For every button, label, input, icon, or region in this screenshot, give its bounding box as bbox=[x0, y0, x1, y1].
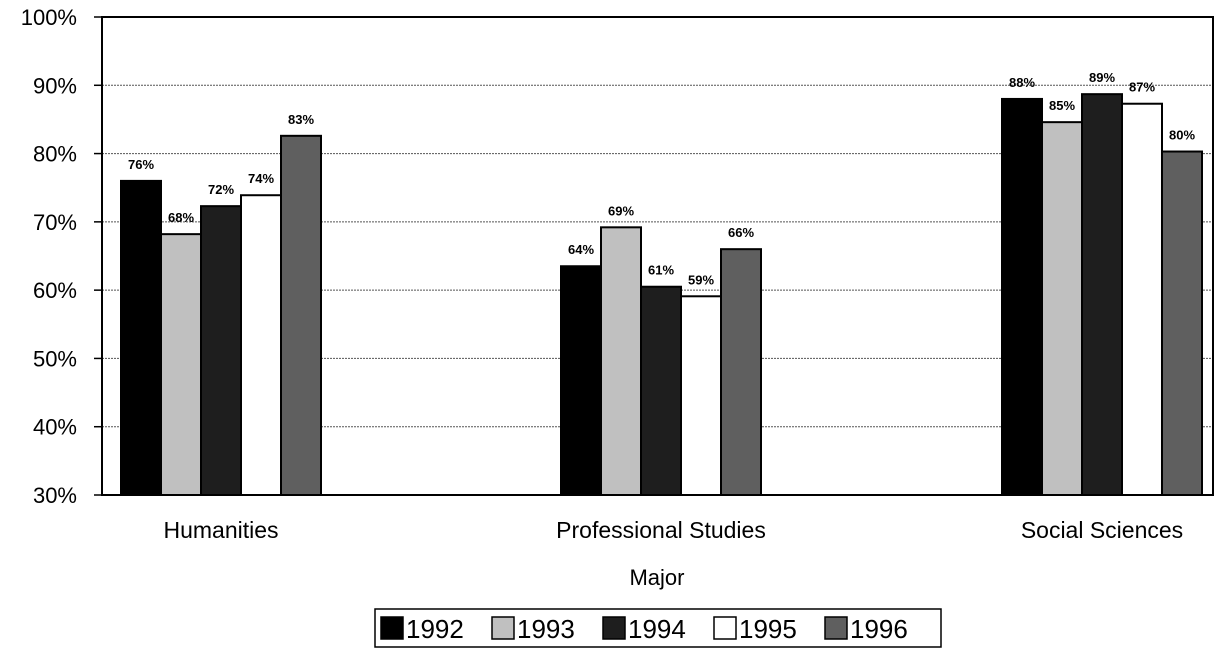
data-label: 61% bbox=[648, 263, 674, 278]
category-label: Professional Studies bbox=[556, 517, 766, 543]
bars bbox=[120, 93, 1203, 497]
bar-1992-professional-studies bbox=[560, 265, 602, 496]
data-label: 76% bbox=[128, 157, 154, 172]
y-tick-label: 60% bbox=[33, 278, 77, 303]
bar-1992-social-sciences bbox=[1001, 97, 1043, 496]
legend: 1992 1993 1994 1995 1996 bbox=[374, 608, 942, 648]
legend-label-1993: 1993 bbox=[517, 614, 575, 644]
y-tick-label: 80% bbox=[33, 142, 77, 167]
y-axis-ticks: 30% 40% 50% 60% 70% 80% 90% 100% bbox=[21, 5, 102, 508]
legend-label-1995: 1995 bbox=[739, 614, 797, 644]
bar-1996-social-sciences bbox=[1161, 150, 1203, 496]
bar-1993-humanities bbox=[160, 233, 202, 497]
legend-swatch-1992 bbox=[380, 616, 404, 640]
y-tick-label: 50% bbox=[33, 346, 77, 371]
bar-1996-professional-studies bbox=[720, 248, 762, 496]
legend-swatch-1995 bbox=[713, 616, 737, 640]
data-label: 83% bbox=[288, 112, 314, 127]
legend-label-1994: 1994 bbox=[628, 614, 686, 644]
bar-1994-professional-studies bbox=[640, 285, 682, 496]
category-label: Social Sciences bbox=[1021, 517, 1183, 543]
data-label: 74% bbox=[248, 171, 274, 186]
bar-1996-humanities bbox=[280, 134, 322, 496]
data-label: 59% bbox=[688, 272, 714, 287]
category-label: Humanities bbox=[163, 517, 278, 543]
data-label: 69% bbox=[608, 203, 634, 218]
x-axis-title: Major bbox=[629, 565, 684, 590]
bar-1995-social-sciences bbox=[1121, 102, 1163, 496]
data-label: 64% bbox=[568, 242, 594, 257]
y-tick-label: 90% bbox=[33, 73, 77, 98]
data-label: 68% bbox=[168, 210, 194, 225]
legend-swatch-1994 bbox=[602, 616, 626, 640]
data-label: 88% bbox=[1009, 75, 1035, 90]
y-tick-label: 100% bbox=[21, 5, 77, 30]
bar-1993-social-sciences bbox=[1041, 121, 1083, 496]
legend-label-1996: 1996 bbox=[850, 614, 908, 644]
bar-1992-humanities bbox=[120, 179, 162, 496]
data-label: 85% bbox=[1049, 98, 1075, 113]
data-labels: 76% 64% 88% 68% 69% 85% 72% 61% 89% 74% 59% 87% 83% 6… bbox=[128, 70, 1195, 287]
y-tick-label: 70% bbox=[33, 210, 77, 235]
y-tick-label: 30% bbox=[33, 483, 77, 508]
bar-1995-humanities bbox=[240, 194, 282, 496]
y-tick-label: 40% bbox=[33, 415, 77, 440]
bar-1994-humanities bbox=[200, 205, 242, 496]
category-labels: Humanities Professional Studies Social Sci… bbox=[163, 517, 1183, 543]
legend-swatch-1996 bbox=[824, 616, 848, 640]
data-label: 89% bbox=[1089, 70, 1115, 85]
bar-1993-professional-studies bbox=[600, 226, 642, 496]
plot-area-border bbox=[101, 16, 1214, 496]
legend-label-1992: 1992 bbox=[406, 614, 464, 644]
bar-1994-social-sciences bbox=[1081, 93, 1123, 496]
data-label: 66% bbox=[728, 225, 754, 240]
data-label: 72% bbox=[208, 182, 234, 197]
data-label: 87% bbox=[1129, 80, 1155, 95]
legend-swatch-1993 bbox=[491, 616, 515, 640]
data-label: 80% bbox=[1169, 128, 1195, 143]
bar-1995-professional-studies bbox=[680, 295, 722, 496]
